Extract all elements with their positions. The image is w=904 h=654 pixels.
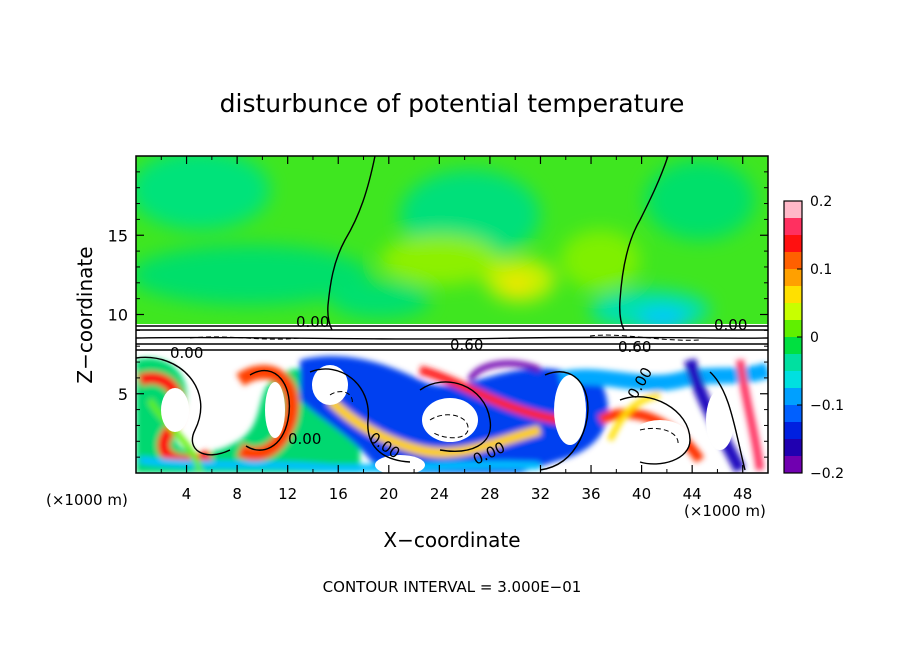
colorbar-band — [784, 286, 802, 304]
colorbar-ticks: 0.2 0.1 0 −0.1 −0.2 — [797, 194, 844, 482]
x-unit-right: (×1000 m) — [684, 502, 766, 520]
colorbar-band — [784, 439, 802, 457]
colorbar-band — [784, 218, 802, 236]
contour-lines — [136, 156, 768, 471]
colorbar-band — [784, 422, 802, 440]
colorbar-band — [784, 269, 802, 287]
colorbar-band — [784, 320, 802, 338]
y-tick-label: 10 — [108, 306, 128, 325]
x-tick-label: 40 — [632, 485, 651, 503]
contour-interval-note: CONTOUR INTERVAL = 3.000E−01 — [323, 578, 582, 596]
colorbar-band — [784, 456, 802, 474]
upper-field-shading — [136, 156, 755, 332]
dashed-contours — [189, 334, 701, 446]
colorbar-band — [784, 235, 802, 253]
x-tick-label: 16 — [329, 485, 348, 503]
x-axis-label: X−coordinate — [383, 528, 520, 552]
contour-label: 0.60 — [450, 336, 483, 354]
chart-title: disturbunce of potential temperature — [220, 89, 685, 118]
x-tick-label: 24 — [430, 485, 449, 503]
y-axis: 5 10 15 — [108, 171, 768, 458]
colorbar-tick-label: 0 — [810, 330, 819, 346]
colorbar-band — [784, 388, 802, 406]
y-tick-label: 5 — [118, 385, 128, 404]
colorbar — [783, 200, 803, 474]
x-unit-left: (×1000 m) — [46, 491, 128, 509]
colorbar-band — [784, 303, 802, 321]
colorbar-band — [784, 201, 802, 219]
lower-field — [136, 350, 768, 473]
colorbar-band — [784, 252, 802, 270]
contour-label: 0.00 — [170, 344, 203, 362]
colorbar-band — [784, 354, 802, 372]
colorbar-tick-label: 0.2 — [810, 194, 832, 210]
contour-label: 0.00 — [288, 430, 321, 448]
y-axis-label: Z−coordinate — [73, 246, 97, 383]
x-tick-label: 20 — [379, 485, 398, 503]
x-tick-label: 48 — [733, 485, 752, 503]
x-tick-label: 44 — [683, 485, 702, 503]
x-tick-label: 8 — [232, 485, 242, 503]
plot-area — [136, 156, 768, 473]
white-cores — [161, 365, 734, 473]
x-axis: 4 8 12 16 20 24 28 32 36 40 44 48 — [160, 156, 752, 503]
y-tick-label: 15 — [108, 226, 128, 245]
colorbar-tick-label: −0.2 — [810, 466, 844, 482]
colorbar-band — [784, 405, 802, 423]
x-tick-label: 4 — [182, 485, 192, 503]
x-tick-label: 32 — [531, 485, 550, 503]
colorbar-tick-label: −0.1 — [810, 398, 844, 414]
contour-label: 0.00 — [714, 316, 747, 334]
colorbar-tick-label: 0.1 — [810, 262, 832, 278]
x-tick-label: 12 — [278, 485, 297, 503]
x-tick-label: 28 — [480, 485, 499, 503]
colorbar-band — [784, 337, 802, 355]
contour-label: 0.00 — [296, 313, 329, 331]
colorbar-band — [784, 371, 802, 389]
contour-label: 0.60 — [618, 338, 651, 356]
x-tick-label: 36 — [581, 485, 600, 503]
